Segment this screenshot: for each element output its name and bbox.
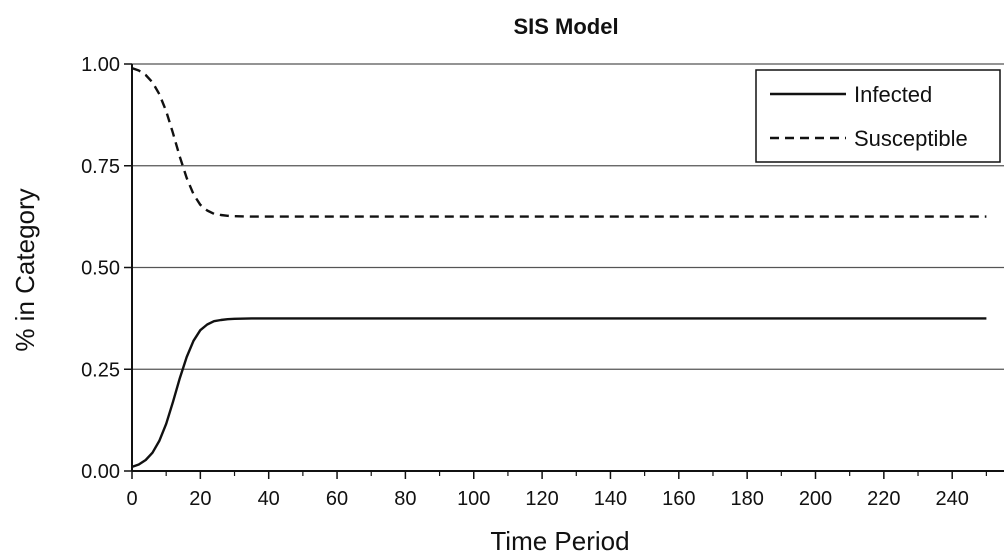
x-tick-label: 200 [799, 488, 832, 510]
x-axis-ticks: 0 20 40 60 80 100 120 140 160 180 200 220 240 [126, 471, 987, 510]
x-tick-label: 100 [457, 488, 490, 510]
y-tick-label: 1.00 [81, 54, 120, 76]
legend-label-susceptible: Susceptible [854, 126, 968, 151]
x-tick-label: 140 [594, 488, 627, 510]
series-lines [131, 66, 987, 469]
x-tick-label: 120 [525, 488, 558, 510]
x-tick-label: 60 [326, 488, 348, 510]
series-line-susceptible [131, 66, 987, 218]
series-line-infected [131, 317, 987, 469]
y-tick-label: 0.25 [81, 359, 120, 381]
x-tick-label: 0 [126, 488, 137, 510]
grid-lines [132, 63, 1004, 370]
x-tick-label: 240 [936, 488, 969, 510]
x-tick-label: 20 [189, 488, 211, 510]
legend: Infected Susceptible [755, 69, 1001, 163]
x-tick-label: 40 [258, 488, 280, 510]
x-tick-label: 180 [730, 488, 763, 510]
y-tick-label: 0.00 [81, 461, 120, 483]
x-axis-label: Time Period [490, 526, 629, 556]
x-tick-label: 220 [867, 488, 900, 510]
chart-title: SIS Model [513, 14, 618, 39]
x-tick-label: 80 [394, 488, 416, 510]
y-axis-label: % in Category [10, 188, 40, 351]
x-tick-label: 160 [662, 488, 695, 510]
y-tick-label: 0.50 [81, 258, 120, 280]
y-axis-ticks: 0.00 0.25 0.50 0.75 1.00 [81, 54, 132, 483]
legend-label-infected: Infected [854, 82, 932, 107]
legend-box [755, 69, 1001, 163]
y-tick-label: 0.75 [81, 156, 120, 178]
